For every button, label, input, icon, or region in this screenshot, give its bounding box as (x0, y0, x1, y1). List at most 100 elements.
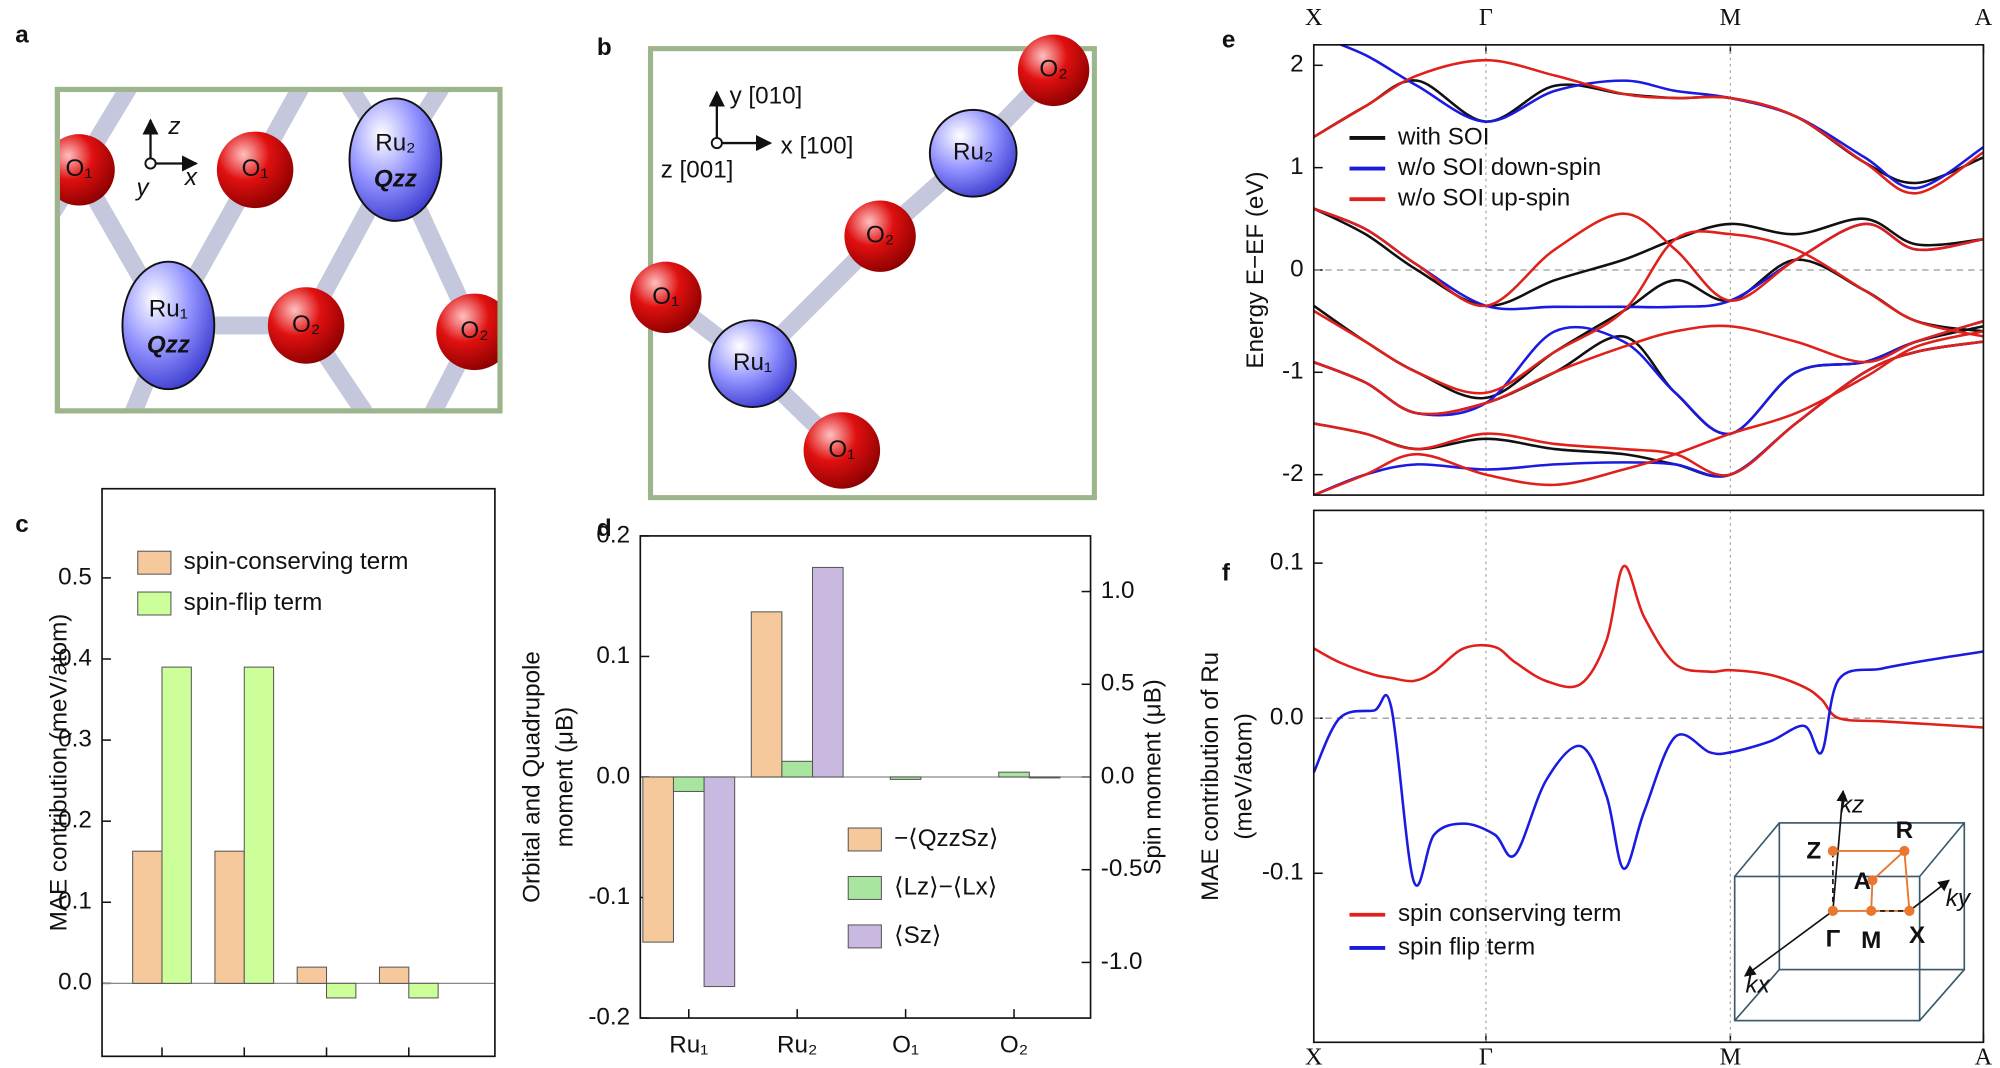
legend-label: spin-conserving term (184, 548, 409, 575)
y2-tick-label: 0.0 (1101, 762, 1135, 789)
ru-atom (348, 97, 443, 222)
legend-label: spin flip term (1398, 933, 1535, 960)
atom-label: O₁ (828, 436, 855, 463)
y-tick-label: 0 (1290, 255, 1303, 282)
legend-label: w/o SOI down-spin (1397, 154, 1601, 181)
y-tick-label: -2 (1282, 460, 1304, 487)
o-atom (216, 131, 294, 209)
bz-point (1867, 875, 1878, 886)
y-tick-label: 0.3 (58, 725, 92, 752)
line (1313, 340, 1984, 477)
y-tick-label: 0.1 (1270, 549, 1304, 576)
bz-axis (1908, 879, 1950, 912)
axis-label: x [100] (781, 132, 854, 159)
line (1337, 44, 1984, 190)
bar (378, 966, 410, 984)
o-atom (1017, 34, 1090, 107)
bar (781, 760, 814, 778)
panel-letter: c (15, 511, 28, 538)
y2-tick-label: -0.5 (1101, 855, 1143, 882)
y-tick-label: 0.4 (58, 644, 92, 671)
structure-a: O₁ O₁ Ru₂ Qzz Ru₁ Qzz O₂ O₂ (57, 89, 500, 411)
x-tick-label: Γ (1479, 4, 1493, 31)
legend-swatch (137, 550, 172, 575)
bar (889, 776, 922, 780)
y-tick-label: 1 (1290, 153, 1303, 180)
bz-point (1827, 845, 1839, 857)
y2-tick-label: 1.0 (1101, 577, 1135, 604)
bz-axis (1743, 910, 1834, 977)
y-tick-label: -0.1 (1262, 859, 1304, 886)
atom-sublabel: Qzz (374, 165, 417, 192)
atom-label: Ru₁ (733, 349, 772, 376)
legend-swatch (847, 875, 882, 900)
bz-label: ky (1946, 885, 1972, 912)
bar (408, 982, 439, 999)
y-axis-label: MAE contribution of Ru (1197, 652, 1224, 901)
atom-label: O₁ (66, 155, 93, 182)
axis-label: z (167, 113, 180, 140)
ru-atom (708, 319, 797, 409)
x-tick-label: Γ (1479, 1043, 1493, 1068)
bz-edge (1734, 969, 1780, 1022)
y-tick-label: 0.0 (1270, 704, 1304, 731)
plot-frame (1312, 44, 1985, 496)
bz-label: kx (1746, 972, 1771, 999)
y-axis-label: (meV/atom) (1230, 713, 1257, 840)
structure-frame (647, 46, 1097, 501)
legend-label: spin conserving term (1398, 900, 1621, 927)
line (1313, 319, 1984, 416)
bz-point (1827, 905, 1839, 917)
y-tick-label: 0.1 (596, 642, 630, 669)
line (1313, 564, 1984, 729)
axis-origin (710, 136, 723, 150)
legend-swatch (137, 591, 172, 616)
o-atom (630, 261, 702, 334)
legend-swatch (847, 827, 882, 852)
line (1313, 58, 1984, 195)
o-atom (844, 200, 916, 272)
o-atom (803, 412, 881, 489)
line (1313, 207, 1984, 308)
x-tick-label: X (1305, 1043, 1323, 1068)
bz-label: M (1861, 927, 1881, 954)
bz-point (1899, 845, 1910, 857)
y-axis-label: Orbital and Quadrupole (519, 651, 546, 903)
x-tick-label: O₁ (892, 1032, 919, 1059)
x-tick-label: M (1720, 1043, 1742, 1068)
ru-atom (121, 260, 216, 391)
panel-letter: e (1222, 26, 1235, 53)
atom-label: O₁ (242, 155, 269, 182)
y2-axis-label: Spin moment (μB) (1140, 679, 1167, 875)
bz-label: A (1853, 868, 1871, 895)
bz-edge (1919, 822, 1965, 878)
plot-frame (101, 487, 496, 1058)
legend-label: −⟨QzzSz⟩ (894, 825, 998, 852)
axis-origin (144, 157, 157, 170)
bz-label: Γ (1826, 926, 1841, 953)
bar (161, 666, 192, 984)
bar (750, 611, 783, 778)
structure-frame (54, 86, 503, 414)
bar (811, 566, 844, 778)
bar (998, 771, 1030, 778)
bar (243, 666, 275, 984)
plot-frame (1312, 509, 1985, 1044)
atom-label: O₂ (866, 222, 894, 249)
axis-label: x (184, 164, 198, 191)
bz-label: kz (1840, 792, 1864, 819)
panel-letter: f (1222, 560, 1231, 587)
x-tick-label: Ru₁ (669, 1032, 708, 1059)
bz-point (1866, 905, 1877, 917)
y-tick-label: -1 (1282, 358, 1304, 385)
atom-label: O₂ (1039, 56, 1067, 83)
bz-edge (1734, 822, 1780, 878)
atom-label: Ru₁ (149, 296, 188, 323)
y-axis-label: MAE contribution (meV/atom) (45, 614, 72, 932)
bar (132, 850, 163, 984)
axis-label: y [010] (730, 83, 803, 110)
bar (642, 776, 674, 943)
x-tick-label: A (1975, 1043, 1993, 1068)
ru-atom (928, 108, 1018, 198)
